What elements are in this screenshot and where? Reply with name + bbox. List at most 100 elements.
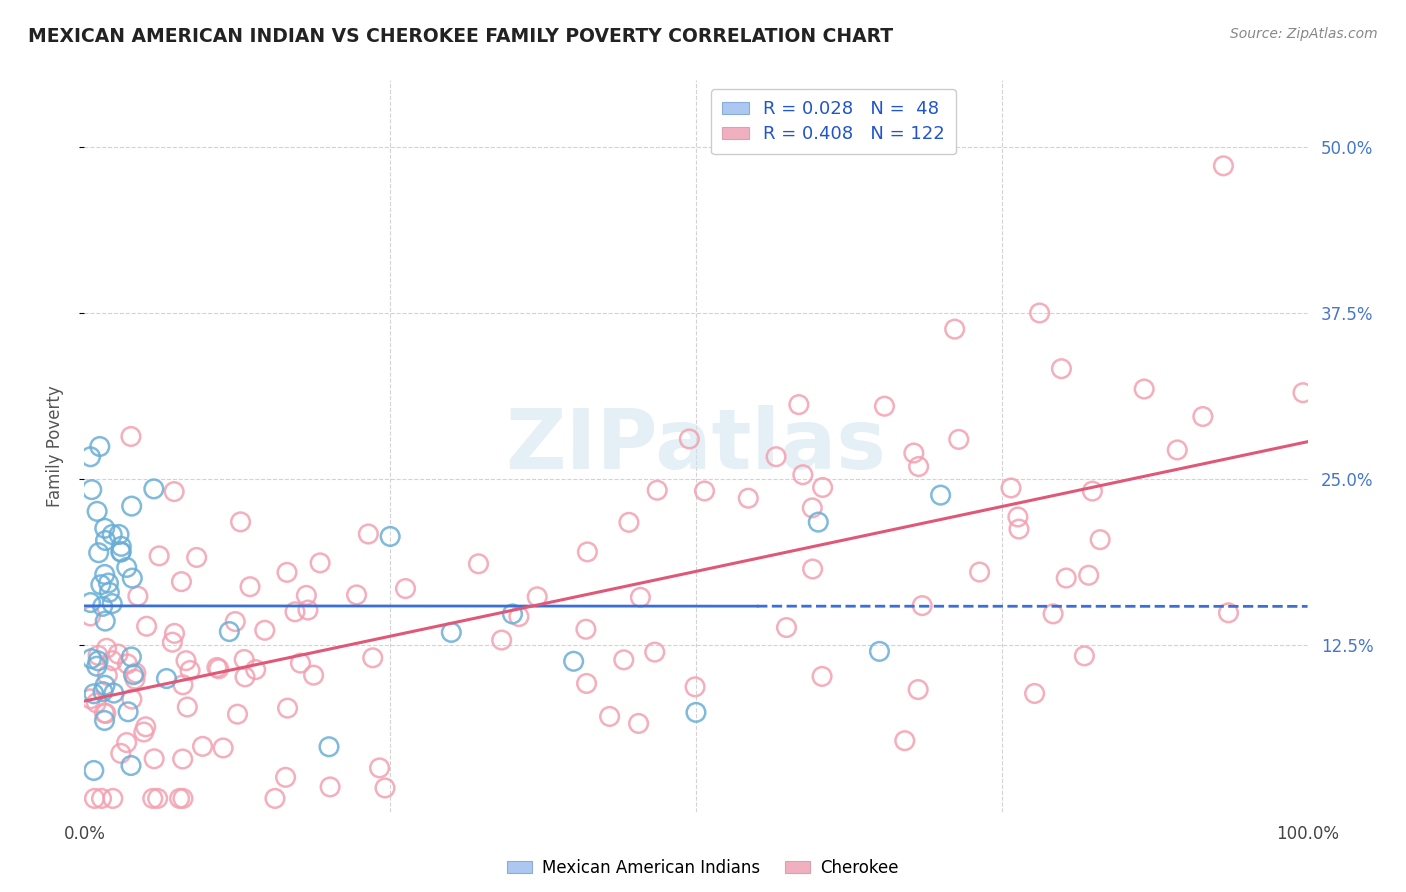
Point xyxy=(135,720,157,734)
Point xyxy=(87,546,110,560)
Legend: Mexican American Indians, Cherokee: Mexican American Indians, Cherokee xyxy=(501,853,905,884)
Point xyxy=(94,678,117,692)
Point xyxy=(765,450,787,464)
Point xyxy=(96,668,118,682)
Point xyxy=(1212,159,1234,173)
Point xyxy=(309,556,332,570)
Point xyxy=(277,701,299,715)
Point xyxy=(346,588,368,602)
Point xyxy=(115,560,138,574)
Point xyxy=(115,735,138,749)
Point xyxy=(96,641,118,656)
Point xyxy=(89,440,111,454)
Point xyxy=(117,705,139,719)
Point xyxy=(869,644,891,658)
Point xyxy=(170,574,193,589)
Point xyxy=(575,622,598,636)
Point xyxy=(142,791,165,805)
Point xyxy=(644,645,666,659)
Point xyxy=(929,488,952,502)
Point xyxy=(229,515,252,529)
Point xyxy=(628,591,651,605)
Point xyxy=(94,614,117,628)
Point xyxy=(907,459,929,474)
Point xyxy=(86,696,108,710)
Point xyxy=(121,692,143,706)
Point xyxy=(172,752,194,766)
Point xyxy=(787,398,810,412)
Point xyxy=(107,647,129,661)
Point xyxy=(93,706,115,720)
Point xyxy=(120,650,142,665)
Point xyxy=(87,648,110,663)
Point xyxy=(792,467,814,482)
Point xyxy=(811,480,834,494)
Point xyxy=(575,676,598,690)
Point xyxy=(86,504,108,518)
Point xyxy=(801,500,824,515)
Point xyxy=(357,527,380,541)
Point xyxy=(83,687,105,701)
Point xyxy=(91,684,114,698)
Point xyxy=(502,607,524,621)
Point xyxy=(274,770,297,784)
Legend: R = 0.028   N =  48, R = 0.408   N = 122: R = 0.028 N = 48, R = 0.408 N = 122 xyxy=(711,89,956,154)
Point xyxy=(943,322,966,336)
Point xyxy=(302,668,325,682)
Point xyxy=(87,654,110,668)
Text: Source: ZipAtlas.com: Source: ZipAtlas.com xyxy=(1230,27,1378,41)
Y-axis label: Family Poverty: Family Poverty xyxy=(45,385,63,507)
Point xyxy=(239,580,262,594)
Point xyxy=(80,651,103,665)
Point xyxy=(467,557,489,571)
Point xyxy=(1133,382,1156,396)
Point xyxy=(172,678,194,692)
Point xyxy=(110,545,132,559)
Point xyxy=(361,650,384,665)
Point xyxy=(374,780,396,795)
Point xyxy=(94,521,117,535)
Point xyxy=(98,585,121,599)
Point xyxy=(142,482,165,496)
Point xyxy=(86,659,108,673)
Point xyxy=(911,599,934,613)
Point xyxy=(135,619,157,633)
Point xyxy=(685,706,707,720)
Point xyxy=(218,624,240,639)
Point xyxy=(176,700,198,714)
Point xyxy=(1166,442,1188,457)
Point xyxy=(394,582,416,596)
Point xyxy=(91,599,114,614)
Point xyxy=(132,725,155,739)
Point xyxy=(907,682,929,697)
Point xyxy=(172,791,194,805)
Point xyxy=(79,609,101,624)
Point xyxy=(1192,409,1215,424)
Point xyxy=(127,589,149,603)
Point xyxy=(1073,648,1095,663)
Point xyxy=(903,446,925,460)
Point xyxy=(1054,571,1077,585)
Point xyxy=(290,656,312,670)
Point xyxy=(737,491,759,506)
Point xyxy=(678,432,700,446)
Point xyxy=(801,562,824,576)
Point xyxy=(295,588,318,602)
Point xyxy=(121,499,143,513)
Point xyxy=(576,545,599,559)
Point xyxy=(179,664,201,678)
Point xyxy=(174,654,197,668)
Point xyxy=(368,761,391,775)
Point xyxy=(1077,568,1099,582)
Point xyxy=(90,791,112,805)
Point xyxy=(233,670,256,684)
Point xyxy=(245,663,267,677)
Point xyxy=(93,567,115,582)
Point xyxy=(440,625,463,640)
Point xyxy=(97,576,120,591)
Point xyxy=(873,399,896,413)
Point xyxy=(143,752,166,766)
Point xyxy=(969,565,991,579)
Point xyxy=(1028,306,1050,320)
Point xyxy=(120,758,142,772)
